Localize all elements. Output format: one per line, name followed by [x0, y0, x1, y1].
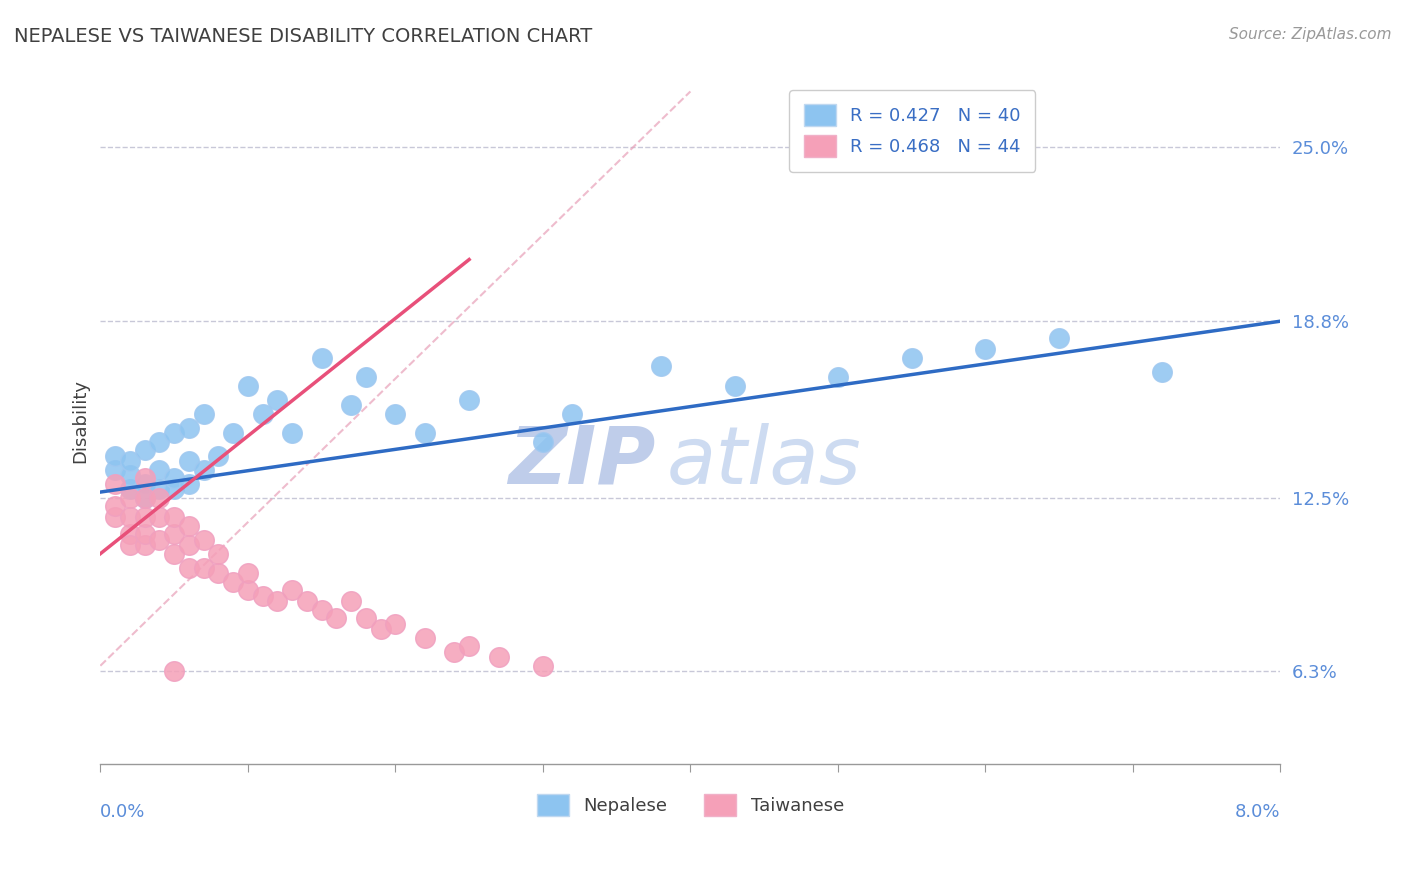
Point — [104, 499, 127, 513]
Point — [193, 533, 215, 547]
Point — [295, 594, 318, 608]
Point — [134, 527, 156, 541]
Point — [177, 454, 200, 468]
Point — [724, 378, 747, 392]
Point — [134, 491, 156, 505]
Point — [252, 589, 274, 603]
Point — [118, 538, 141, 552]
Point — [354, 611, 377, 625]
Point — [118, 510, 141, 524]
Point — [118, 483, 141, 497]
Point — [134, 476, 156, 491]
Text: 0.0%: 0.0% — [100, 803, 146, 821]
Point — [252, 407, 274, 421]
Point — [236, 583, 259, 598]
Point — [311, 351, 333, 365]
Point — [900, 351, 922, 365]
Point — [384, 616, 406, 631]
Point — [177, 518, 200, 533]
Point — [118, 454, 141, 468]
Text: 8.0%: 8.0% — [1234, 803, 1281, 821]
Point — [177, 476, 200, 491]
Point — [148, 491, 170, 505]
Point — [281, 583, 304, 598]
Point — [163, 510, 186, 524]
Point — [134, 491, 156, 505]
Point — [531, 658, 554, 673]
Point — [148, 483, 170, 497]
Point — [193, 407, 215, 421]
Point — [163, 483, 186, 497]
Point — [118, 468, 141, 483]
Text: ZIP: ZIP — [508, 423, 655, 500]
Point — [134, 538, 156, 552]
Point — [134, 510, 156, 524]
Point — [118, 491, 141, 505]
Point — [163, 471, 186, 485]
Point — [193, 463, 215, 477]
Point — [148, 510, 170, 524]
Point — [104, 463, 127, 477]
Point — [974, 342, 997, 356]
Point — [193, 560, 215, 574]
Point — [1152, 365, 1174, 379]
Point — [311, 603, 333, 617]
Point — [1047, 331, 1070, 345]
Point — [384, 407, 406, 421]
Point — [458, 392, 481, 407]
Point — [370, 623, 392, 637]
Y-axis label: Disability: Disability — [72, 378, 89, 463]
Point — [354, 370, 377, 384]
Point — [104, 510, 127, 524]
Point — [163, 426, 186, 441]
Point — [650, 359, 672, 373]
Point — [148, 463, 170, 477]
Point — [340, 594, 363, 608]
Point — [177, 538, 200, 552]
Point — [413, 426, 436, 441]
Legend: Nepalese, Taiwanese: Nepalese, Taiwanese — [530, 787, 851, 823]
Text: Source: ZipAtlas.com: Source: ZipAtlas.com — [1229, 27, 1392, 42]
Point — [236, 378, 259, 392]
Point — [340, 398, 363, 412]
Point — [561, 407, 583, 421]
Point — [531, 434, 554, 449]
Point — [325, 611, 347, 625]
Point — [104, 449, 127, 463]
Point — [236, 566, 259, 581]
Point — [177, 560, 200, 574]
Point — [148, 533, 170, 547]
Point — [104, 476, 127, 491]
Point — [134, 443, 156, 458]
Point — [207, 449, 229, 463]
Point — [266, 594, 288, 608]
Point — [207, 566, 229, 581]
Point — [827, 370, 849, 384]
Text: NEPALESE VS TAIWANESE DISABILITY CORRELATION CHART: NEPALESE VS TAIWANESE DISABILITY CORRELA… — [14, 27, 592, 45]
Point — [163, 527, 186, 541]
Point — [222, 574, 245, 589]
Point — [222, 426, 245, 441]
Point — [488, 650, 510, 665]
Point — [458, 639, 481, 653]
Point — [281, 426, 304, 441]
Point — [443, 645, 465, 659]
Point — [163, 547, 186, 561]
Point — [177, 420, 200, 434]
Point — [134, 471, 156, 485]
Point — [266, 392, 288, 407]
Point — [207, 547, 229, 561]
Point — [118, 527, 141, 541]
Point — [163, 665, 186, 679]
Point — [148, 434, 170, 449]
Text: atlas: atlas — [666, 423, 862, 500]
Point — [413, 631, 436, 645]
